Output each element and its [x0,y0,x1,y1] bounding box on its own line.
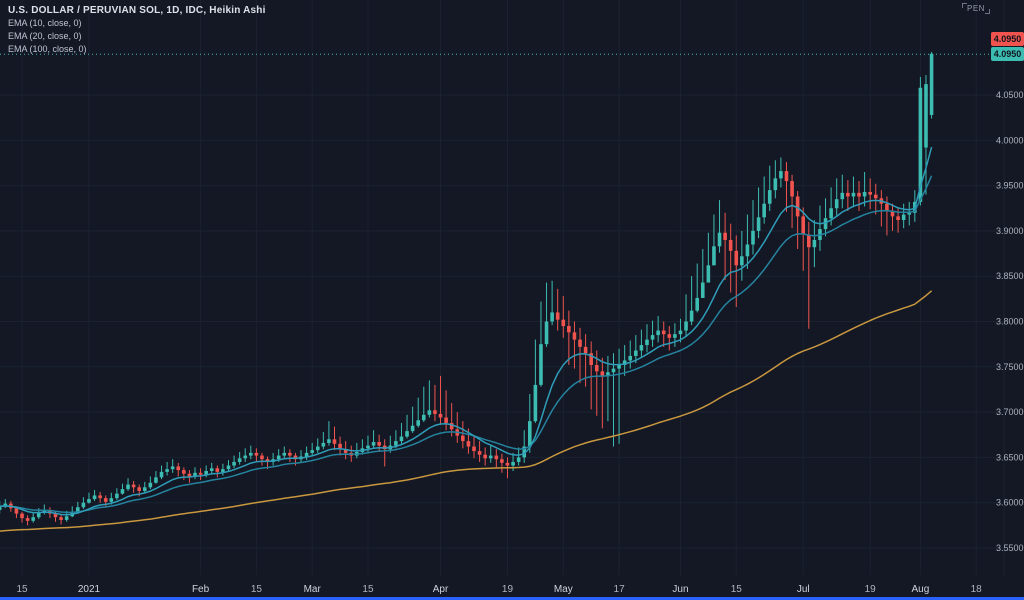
price-tick-label: 3.8000 [996,317,1024,327]
corner-mark-icon [962,3,967,8]
time-axis[interactable]: 15 2021 Feb 15 Mar 15 Apr 19 May 17 Jun 15 Jul 19 Aug 1… [16,584,982,595]
ema-20-line[interactable] [0,175,933,514]
indicator-label-ema100[interactable]: EMA (100, close, 0) [8,44,87,54]
price-tick-label: 3.6500 [996,452,1024,462]
bottom-toolbar-edge [0,597,1024,600]
indicator-label-ema10[interactable]: EMA (10, close, 0) [8,18,82,28]
price-tick-label: 3.5500 [996,543,1024,553]
price-tick-label: 4.0000 [996,135,1024,145]
time-tick-label: 19 [865,584,877,595]
axis-currency-text: PEN [967,4,985,13]
price-tick-label: 4.0500 [996,90,1024,100]
time-tick-label: Mar [304,584,322,595]
time-tick-label: 15 [362,584,374,595]
time-tick-label: Jul [797,584,810,595]
time-tick-label: Jun [672,584,688,595]
time-tick-label: Apr [433,584,449,595]
last-price-badge-red: 4.0950 [991,32,1024,47]
time-tick-label: 15 [251,584,263,595]
chart-legend: U.S. DOLLAR / PERUVIAN SOL, 1D, IDC, Hei… [8,4,266,56]
candlestick-series[interactable] [0,51,934,526]
last-price-badge-teal: 4.0950 [991,47,1024,62]
time-tick-label: 17 [614,584,626,595]
symbol-title[interactable]: U.S. DOLLAR / PERUVIAN SOL, 1D, IDC, Hei… [8,5,266,16]
price-tick-label: 3.6000 [996,498,1024,508]
price-tick-label: 3.9000 [996,226,1024,236]
axis-currency-button[interactable]: PEN [962,3,990,14]
price-tick-label: 3.7500 [996,362,1024,372]
time-tick-label: Feb [192,584,210,595]
ema-10-line[interactable] [0,146,933,516]
time-tick-label: 18 [971,584,983,595]
price-tick-label: 3.7000 [996,407,1024,417]
corner-mark-icon [984,9,990,14]
time-tick-label: May [554,584,573,595]
ema-100-line[interactable] [0,290,933,532]
time-tick-label: 19 [502,584,514,595]
time-tick-label: Aug [912,584,930,595]
price-axis[interactable]: 3.5500 3.6000 3.6500 3.7000 3.7500 3.8000 3.85… [996,90,1024,553]
time-tick-label: 2021 [78,584,101,595]
time-tick-label: 15 [16,584,28,595]
indicator-label-ema20[interactable]: EMA (20, close, 0) [8,31,82,41]
price-tick-label: 3.8500 [996,271,1024,281]
gridlines [0,0,1006,575]
time-tick-label: 15 [731,584,743,595]
price-tick-label: 3.9500 [996,181,1024,191]
